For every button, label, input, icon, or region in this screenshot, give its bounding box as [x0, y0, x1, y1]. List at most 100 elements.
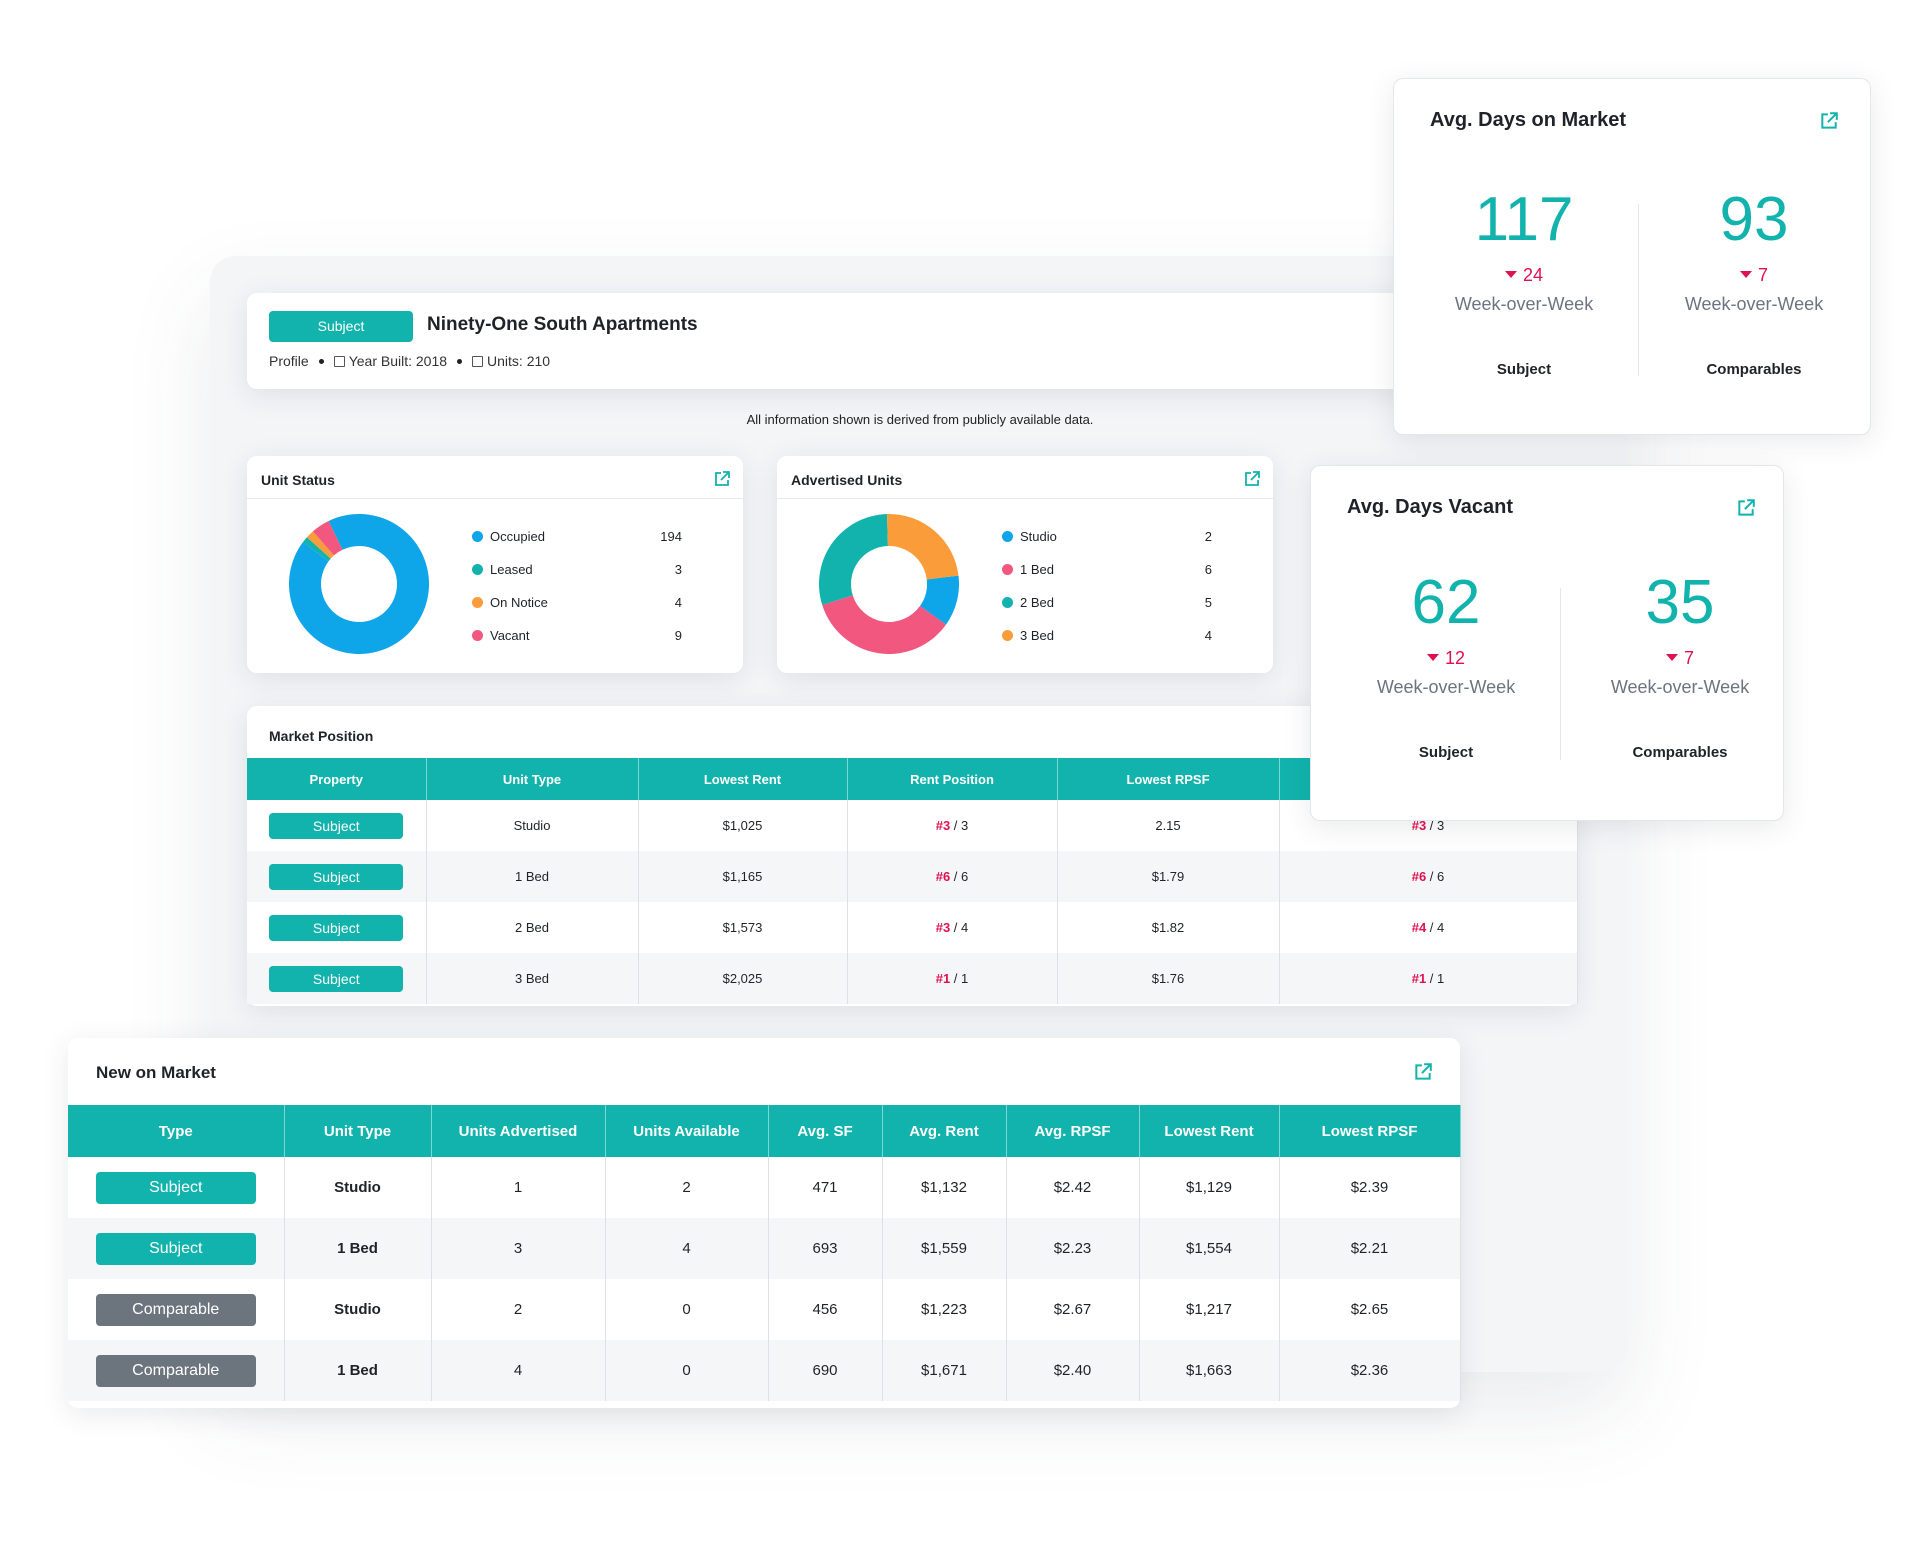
lowest-rent-cell: $1,663: [1139, 1340, 1280, 1401]
lowest-rent-cell: $1,217: [1139, 1279, 1280, 1340]
advertised-units-legend: Studio 2 1 Bed 6 2 Bed 5 3 Bed 4: [1002, 528, 1212, 660]
rank-total: / 4: [1426, 920, 1445, 935]
stat-delta-value: 7: [1757, 265, 1768, 285]
stat-delta: 7: [1570, 648, 1790, 669]
table-row[interactable]: Subject 2 Bed $1,573 #3 / 4 $1.82 #4 / 4: [247, 902, 1578, 953]
column-header: Lowest Rent: [1139, 1105, 1280, 1157]
rent-position-cell: #6 / 6: [847, 851, 1058, 902]
legend-label: 1 Bed: [1020, 562, 1054, 577]
stat-value: 93: [1719, 185, 1789, 254]
avg-rpsf-cell: $2.42: [1006, 1157, 1140, 1218]
external-link-icon[interactable]: [1243, 470, 1261, 488]
lowest-rent-cell: $2,025: [638, 953, 848, 1004]
lowest-rpsf-cell: $1.79: [1057, 851, 1280, 902]
subject-badge[interactable]: Subject: [269, 863, 404, 890]
stat-value: 62: [1411, 568, 1481, 637]
lowest-rent-cell: $1,554: [1139, 1218, 1280, 1279]
rent-position-cell: #1 / 1: [847, 953, 1058, 1004]
unit-status-card: Unit Status Occupied 194 Leased 3 On Notice 4…: [247, 456, 743, 673]
lowest-rent-cell: $1,025: [638, 800, 848, 851]
rpsf-position-cell: #1 / 1: [1279, 953, 1578, 1004]
subject-badge[interactable]: Subject: [95, 1232, 256, 1265]
legend-item: 3 Bed 4: [1002, 627, 1212, 660]
year-built: Year Built: 2018: [333, 353, 448, 369]
table-row[interactable]: Subject 1 Bed $1,165 #6 / 6 $1.79 #6 / 6: [247, 851, 1578, 902]
stat-value: 35: [1645, 568, 1715, 637]
stat-period: Week-over-Week: [1610, 677, 1750, 697]
property-cell: Subject: [247, 953, 427, 1004]
column-header: Unit Type: [426, 758, 639, 800]
new-on-market-card: New on Market Type Unit Type Units Adverti…: [68, 1038, 1461, 1408]
table-row[interactable]: Subject Studio 1 2 471 $1,132 $2.42 $1,129 $2.39: [68, 1157, 1461, 1218]
avg-rent-cell: $1,223: [882, 1279, 1007, 1340]
stat-delta: 12: [1336, 648, 1556, 669]
advertised-cell: 2: [431, 1279, 606, 1340]
down-arrow-icon: [1665, 654, 1678, 661]
legend-label: Studio: [1020, 529, 1057, 544]
subject-badge[interactable]: Subject: [95, 1171, 256, 1204]
external-link-icon[interactable]: [1819, 111, 1839, 131]
legend-item: Vacant 9: [472, 627, 682, 660]
property-cell: Subject: [247, 800, 427, 851]
subject-badge[interactable]: Subject: [269, 914, 404, 941]
table-row[interactable]: Comparable Studio 2 0 456 $1,223 $2.67 $1,217 $2…: [68, 1279, 1461, 1340]
down-arrow-icon: [1426, 654, 1439, 661]
avg-sf-cell: 456: [768, 1279, 883, 1340]
column-header: Lowest RPSF: [1057, 758, 1280, 800]
donut-slice-3-bed: [887, 514, 959, 580]
rank-total: / 6: [1426, 869, 1445, 884]
profile-link[interactable]: Profile: [269, 353, 309, 369]
column-header: Avg. Rent: [882, 1105, 1007, 1157]
table-row[interactable]: Subject 1 Bed 3 4 693 $1,559 $2.23 $1,554 $2.21: [68, 1218, 1461, 1279]
external-link-icon[interactable]: [713, 470, 731, 488]
available-cell: 4: [605, 1218, 769, 1279]
donut-slice-leased: [302, 537, 331, 562]
legend-dot: [472, 531, 483, 542]
rank-value: #3: [935, 818, 951, 833]
property-name: Ninety-One South Apartments: [427, 314, 698, 335]
table-row[interactable]: Comparable 1 Bed 4 0 690 $1,671 $2.40 $1,663 $2.…: [68, 1340, 1461, 1401]
stat-delta-value: 12: [1444, 648, 1466, 668]
unit-status-donut: [289, 514, 429, 654]
legend-value: 4: [674, 595, 682, 610]
subject-badge[interactable]: Subject: [269, 311, 413, 342]
legend-dot: [1002, 564, 1013, 575]
advertised-cell: 3: [431, 1218, 606, 1279]
external-link-icon[interactable]: [1736, 498, 1756, 518]
subject-badge[interactable]: Subject: [269, 812, 404, 839]
column-header: Units Available: [605, 1105, 769, 1157]
legend-item: 2 Bed 5: [1002, 594, 1212, 627]
unit-type-cell: 2 Bed: [426, 902, 639, 953]
type-cell: Comparable: [68, 1279, 285, 1340]
lowest-rpsf-cell: $2.39: [1279, 1157, 1461, 1218]
stat-delta: 24: [1414, 265, 1634, 286]
legend-value: 194: [660, 529, 682, 544]
legend-dot: [1002, 531, 1013, 542]
rank-total: / 3: [950, 818, 969, 833]
type-cell: Comparable: [68, 1340, 285, 1401]
stat-delta: 7: [1644, 265, 1864, 286]
avg-rpsf-cell: $2.67: [1006, 1279, 1140, 1340]
column-header: Units Advertised: [431, 1105, 606, 1157]
rank-total: / 6: [950, 869, 969, 884]
down-arrow-icon: [1739, 271, 1752, 278]
stat-period: Week-over-Week: [1454, 294, 1594, 314]
legend-label: On Notice: [490, 595, 548, 610]
external-link-icon[interactable]: [1413, 1062, 1433, 1082]
stat-divider: [1560, 588, 1561, 760]
comparable-badge[interactable]: Comparable: [95, 1293, 256, 1326]
year-built-text: Year Built: 2018: [348, 353, 448, 369]
subject-badge[interactable]: Subject: [269, 965, 404, 992]
type-cell: Subject: [68, 1218, 285, 1279]
stat-delta-value: 7: [1683, 648, 1694, 668]
avg-days-vacant-card: Avg. Days Vacant 62 12 Week-over-Week Su…: [1310, 465, 1784, 821]
card-divider: [247, 498, 743, 499]
table-row[interactable]: Subject 3 Bed $2,025 #1 / 1 $1.76 #1 / 1: [247, 953, 1578, 1004]
comparable-badge[interactable]: Comparable: [95, 1354, 256, 1387]
legend-dot: [472, 564, 483, 575]
legend-value: 9: [674, 628, 682, 643]
separator-dot: [457, 358, 463, 364]
donut-slice-occupied: [289, 514, 429, 654]
lowest-rpsf-cell: $2.65: [1279, 1279, 1461, 1340]
column-header: Rent Position: [847, 758, 1058, 800]
